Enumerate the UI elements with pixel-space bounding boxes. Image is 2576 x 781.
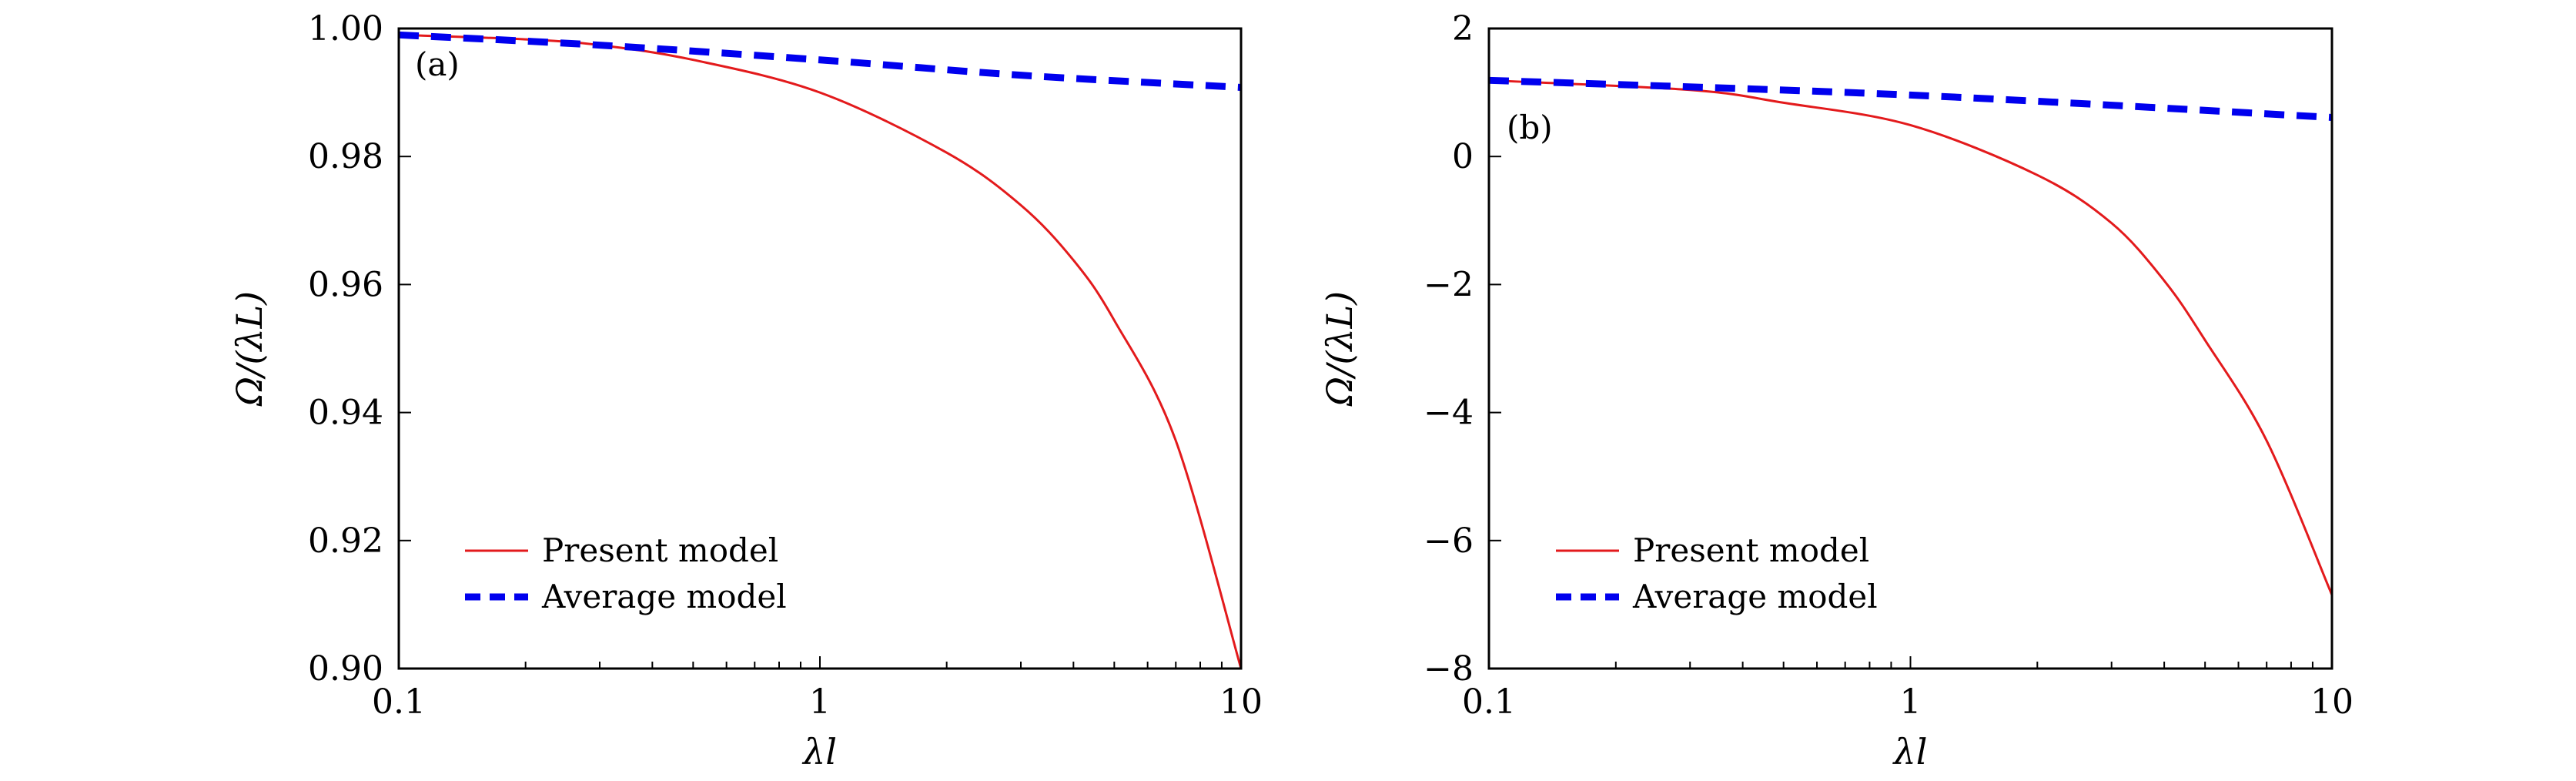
y-tick-label: 1.00	[308, 9, 383, 49]
x-axis-label: λl	[801, 731, 837, 773]
y-axis-label: Ω/(λL)	[229, 291, 270, 407]
legend-label-average: Average model	[1632, 578, 1878, 615]
x-tick-label: 10	[2310, 682, 2354, 722]
y-tick-label: 0	[1452, 137, 1474, 176]
legend-label-present: Present model	[1633, 531, 1869, 569]
legend-label-average: Average model	[541, 578, 787, 615]
x-tick-label: 0.1	[1462, 682, 1516, 722]
y-tick-label: 0.96	[308, 265, 383, 304]
series-line-average	[1488, 76, 2333, 122]
x-tick-label: 0.1	[372, 682, 426, 722]
y-tick-label: −6	[1423, 521, 1474, 561]
plot-frame	[397, 27, 1243, 670]
y-tick-label: 0.94	[308, 394, 383, 433]
series-line-present	[398, 33, 1243, 669]
y-tick-label: −2	[1423, 265, 1474, 304]
panel-a: (a) λl Ω/(λL) 0.1 1 10 0.90 0.92 0.94 0.…	[229, 9, 1263, 773]
x-tick-label: 1	[1900, 682, 1922, 722]
legend: Present model Average model	[1556, 531, 1878, 615]
y-tick-label: 2	[1452, 9, 1474, 49]
x-axis-label: λl	[1892, 731, 1928, 773]
series-line-present	[1488, 79, 2333, 596]
plot-frame	[1487, 27, 2333, 670]
x-tick-label: 10	[1219, 682, 1263, 722]
y-axis-label: Ω/(λL)	[1319, 291, 1360, 407]
panel-label: (a)	[415, 45, 460, 83]
y-tick-label: −4	[1423, 394, 1474, 433]
y-tick-label: −8	[1423, 649, 1474, 689]
panel-b: (b) λl Ω/(λL) 0.1 1 10 −8 −6 −4 −2 0 2 P…	[1319, 9, 2354, 773]
y-tick-label: 0.90	[308, 649, 383, 689]
x-tick-label: 1	[809, 682, 831, 722]
legend-label-present: Present model	[542, 531, 778, 569]
legend: Present model Average model	[465, 531, 787, 615]
series-line-average	[398, 31, 1242, 91]
y-tick-label: 0.98	[308, 137, 383, 176]
y-tick-label: 0.92	[308, 521, 383, 561]
panel-label: (b)	[1507, 109, 1553, 146]
